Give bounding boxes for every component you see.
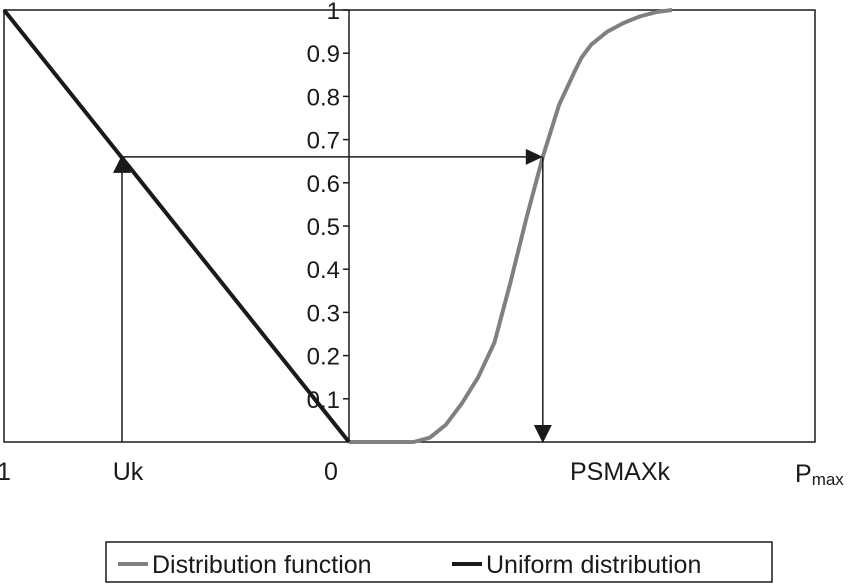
arrowhead-up <box>113 154 131 173</box>
series-line-uniform <box>2 8 351 444</box>
x-label-psmaxk: PSMAXk <box>570 458 671 486</box>
series-group <box>2 8 673 444</box>
legend: Distribution function Uniform distributi… <box>105 541 773 583</box>
y-ticks: 0.10.20.30.40.50.60.70.80.91 <box>307 0 349 414</box>
x-label-pmax: Pmax <box>795 460 844 489</box>
legend-label-uniform: Uniform distribution <box>486 551 701 579</box>
legend-box <box>105 541 773 583</box>
plot-frame <box>3 9 816 443</box>
arrows-group <box>113 148 552 443</box>
x-label-zero: 0 <box>324 458 338 486</box>
y-tick-label: 0.8 <box>307 84 340 111</box>
x-label-one: 1 <box>0 458 11 486</box>
arrowhead-right <box>525 148 543 165</box>
legend-label-distribution: Distribution function <box>152 551 372 579</box>
arrowhead-down <box>533 425 552 443</box>
y-tick-label: 0.3 <box>307 300 340 327</box>
y-tick-label: 0.7 <box>307 128 340 155</box>
y-tick-label: 0.2 <box>307 344 340 371</box>
y-tick-label: 0.5 <box>307 214 340 241</box>
series-line-distribution <box>349 8 673 444</box>
y-tick-label: 1 <box>327 0 340 25</box>
x-label-pmax-main: P <box>795 460 812 488</box>
x-label-uk: Uk <box>113 458 144 486</box>
y-tick-label: 0.4 <box>307 257 340 284</box>
y-tick-label: 0.6 <box>307 171 340 198</box>
y-tick-label: 0.9 <box>307 41 340 68</box>
x-label-pmax-sub: max <box>812 470 845 489</box>
